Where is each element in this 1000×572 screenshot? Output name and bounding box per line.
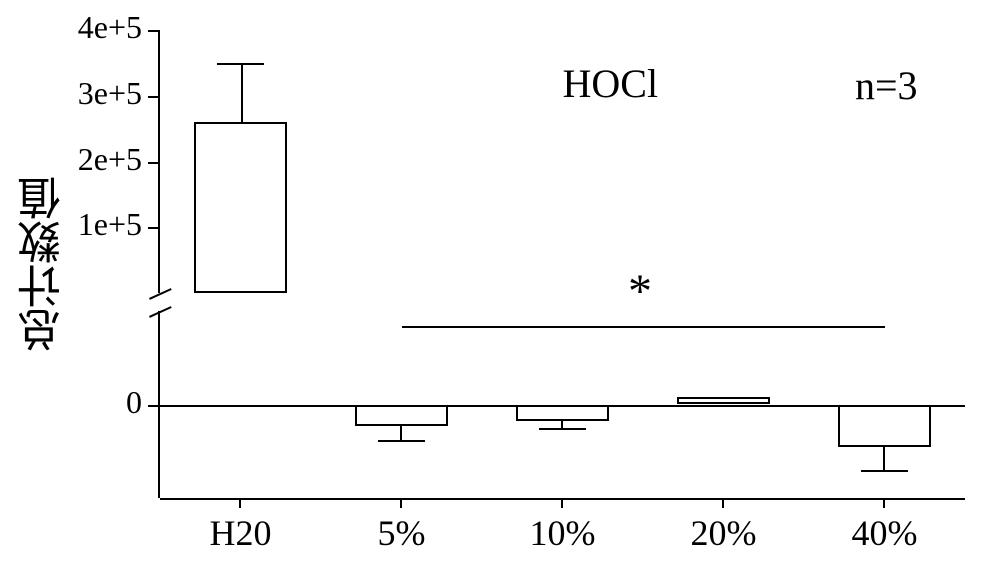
- bar-40pct: [838, 405, 931, 447]
- chart-container: 4e+5 3e+5 2e+5 1e+5 0 总计数值 H20 5% 10% 20% 40% HOCl n…: [0, 0, 1000, 572]
- significance-line: [402, 326, 885, 328]
- y-tick: [148, 227, 160, 229]
- y-tick: [148, 162, 160, 164]
- axis-break-mark-lower: [149, 306, 172, 318]
- y-tick-label: 0: [126, 384, 142, 421]
- x-tick-label: H20: [181, 512, 301, 554]
- x-tick: [561, 498, 563, 508]
- y-tick-label: 1e+5: [78, 206, 142, 243]
- errbar: [883, 447, 885, 470]
- y-axis-title: 总计数值: [12, 154, 76, 374]
- x-tick-label: 40%: [825, 512, 945, 554]
- x-tick: [400, 498, 402, 508]
- bar-H2O: [194, 122, 287, 293]
- y-tick: [148, 30, 160, 32]
- annotation-hocl: HOCl: [563, 60, 659, 107]
- y-tick: [148, 96, 160, 98]
- x-tick-label: 20%: [664, 512, 784, 554]
- y-tick: [148, 405, 160, 407]
- errbar-cap: [378, 440, 425, 442]
- x-tick-label: 5%: [342, 512, 462, 554]
- bar-10pct: [516, 405, 609, 421]
- errbar: [561, 421, 563, 428]
- significance-star: *: [628, 264, 652, 319]
- bar-20pct: [677, 397, 770, 404]
- errbar-cap: [861, 470, 908, 472]
- annotation-n: n=3: [855, 62, 918, 109]
- x-tick: [722, 498, 724, 508]
- errbar: [241, 63, 243, 122]
- y-tick-label: 2e+5: [78, 141, 142, 178]
- x-tick: [883, 498, 885, 508]
- errbar: [400, 426, 402, 440]
- y-tick-label: 3e+5: [78, 75, 142, 112]
- y-tick-label: 4e+5: [78, 9, 142, 46]
- errbar-cap: [539, 428, 586, 430]
- x-tick-label: 10%: [503, 512, 623, 554]
- x-tick: [239, 498, 241, 508]
- errbar-cap: [217, 63, 264, 65]
- bar-5pct: [355, 405, 448, 426]
- axis-break-mark-upper: [149, 288, 172, 300]
